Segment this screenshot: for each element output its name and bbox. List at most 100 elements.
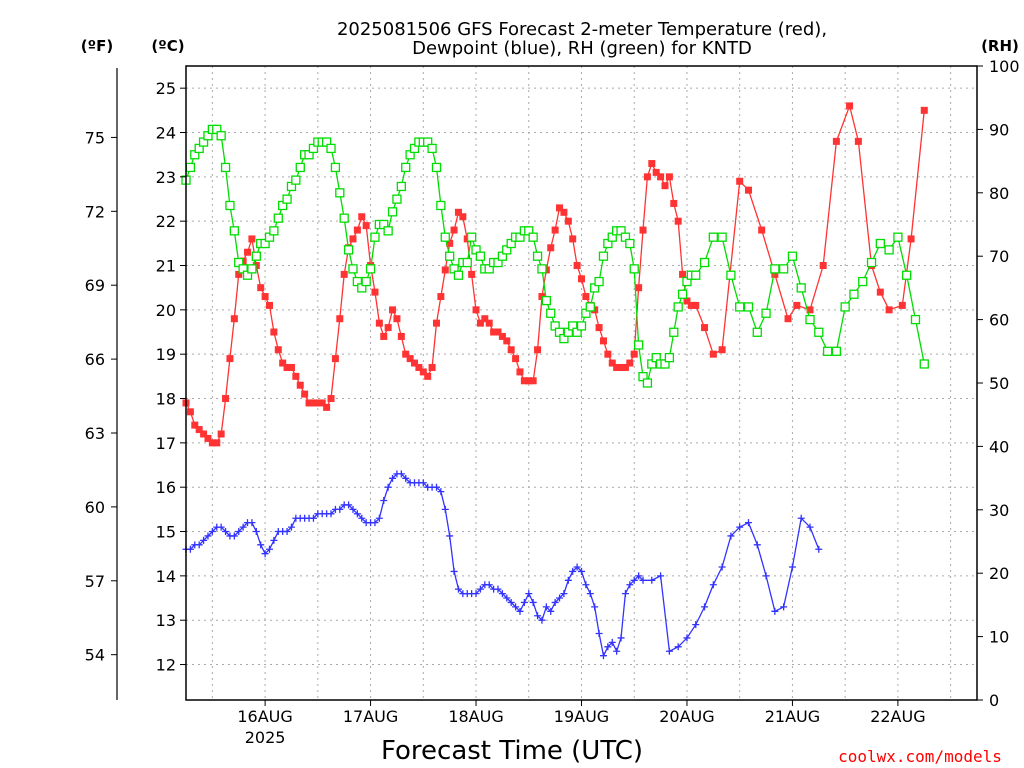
- data-point: [538, 616, 546, 624]
- rh-tick-label: 90: [989, 120, 1009, 139]
- data-point: [630, 576, 638, 584]
- data-point: [436, 200, 446, 211]
- data-point: [613, 363, 621, 371]
- data-point: [295, 162, 305, 173]
- data-point: [235, 270, 243, 278]
- data-point: [466, 232, 477, 242]
- rh-tick-label: 20: [989, 564, 1009, 583]
- data-point: [432, 319, 440, 327]
- rh-tick-label: 60: [989, 311, 1009, 330]
- data-point: [384, 324, 392, 332]
- data-point: [709, 581, 717, 589]
- data-point: [195, 426, 203, 434]
- data-point: [718, 563, 726, 571]
- data-point: [208, 528, 216, 536]
- data-point: [305, 399, 313, 407]
- data-point: [788, 563, 796, 571]
- x-axis-label: Forecast Time (UTC): [381, 736, 643, 766]
- data-point: [393, 315, 401, 323]
- data-point: [450, 567, 458, 575]
- data-point: [446, 532, 454, 540]
- data-point: [699, 257, 710, 268]
- data-point: [516, 607, 524, 615]
- data-point: [490, 328, 498, 336]
- data-point: [621, 590, 629, 598]
- data-point: [736, 523, 744, 531]
- data-point: [358, 213, 366, 221]
- data-point: [669, 327, 679, 337]
- data-point: [380, 496, 388, 504]
- data-point: [252, 528, 260, 536]
- data-point: [274, 346, 282, 354]
- data-point: [585, 302, 595, 312]
- data-point: [419, 368, 427, 376]
- celsius-tick-label: 18: [156, 390, 176, 409]
- data-point: [806, 306, 814, 314]
- data-point: [525, 590, 533, 598]
- data-point: [805, 314, 815, 325]
- data-point: [370, 232, 380, 242]
- data-point: [541, 295, 551, 306]
- data-point: [598, 251, 609, 261]
- data-point: [265, 301, 273, 309]
- data-point: [599, 652, 607, 660]
- data-point: [309, 399, 317, 407]
- data-point: [726, 270, 736, 280]
- data-point: [191, 421, 199, 429]
- data-point: [780, 603, 788, 611]
- data-point: [677, 289, 688, 299]
- data-point: [437, 488, 445, 496]
- data-point: [657, 173, 665, 181]
- data-point: [701, 603, 709, 611]
- data-point: [476, 319, 484, 327]
- celsius-tick-label: 24: [156, 124, 176, 143]
- data-point: [270, 536, 278, 544]
- data-point: [884, 245, 894, 255]
- data-point: [626, 581, 634, 589]
- data-point: [595, 324, 603, 332]
- data-point: [453, 270, 464, 280]
- data-point: [542, 603, 550, 611]
- data-point: [674, 643, 682, 651]
- rh-tick-label: 10: [989, 628, 1009, 647]
- celsius-tick-label: 21: [156, 257, 176, 276]
- data-point: [494, 585, 502, 593]
- data-point: [537, 264, 547, 274]
- celsius-unit-label: (ºC): [151, 37, 184, 55]
- data-point: [472, 306, 480, 314]
- data-point: [621, 363, 629, 371]
- data-point: [235, 528, 243, 536]
- data-point: [348, 264, 358, 274]
- data-point: [534, 612, 542, 620]
- data-point: [692, 621, 700, 629]
- fahrenheit-tick-label: 72: [85, 202, 105, 221]
- data-point: [441, 505, 449, 513]
- data-point: [718, 346, 726, 354]
- data-point: [349, 505, 357, 513]
- data-point: [419, 479, 427, 487]
- data-point: [822, 346, 833, 356]
- data-point: [440, 232, 450, 242]
- celsius-tick-label: 23: [156, 168, 176, 187]
- data-point: [591, 603, 599, 611]
- data-point: [831, 346, 842, 356]
- series-rh: [181, 124, 929, 388]
- data-point: [547, 607, 555, 615]
- data-point: [428, 363, 436, 371]
- data-point: [292, 372, 300, 380]
- celsius-tick-label: 15: [156, 523, 176, 542]
- data-point: [481, 315, 489, 323]
- data-point: [815, 545, 823, 553]
- data-point: [604, 643, 612, 651]
- data-point: [291, 175, 301, 185]
- data-point: [283, 363, 291, 371]
- data-point: [512, 603, 520, 611]
- data-point: [578, 275, 585, 283]
- data-point: [185, 162, 196, 173]
- data-point: [564, 576, 572, 584]
- data-point: [336, 315, 344, 323]
- data-point: [608, 638, 616, 646]
- data-point: [569, 567, 577, 575]
- data-point: [762, 572, 770, 580]
